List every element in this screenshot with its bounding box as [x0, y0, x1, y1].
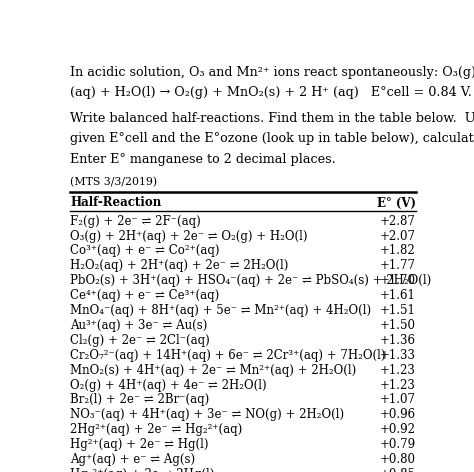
Text: (MTS 3/3/2019): (MTS 3/3/2019) [70, 177, 157, 187]
Text: +0.96: +0.96 [380, 408, 416, 421]
Text: MnO₂(s) + 4H⁺(aq) + 2e⁻ ⇌ Mn²⁺(aq) + 2H₂O(l): MnO₂(s) + 4H⁺(aq) + 2e⁻ ⇌ Mn²⁺(aq) + 2H₂… [70, 364, 356, 377]
Text: +2.07: +2.07 [380, 229, 416, 243]
Text: +0.85: +0.85 [380, 468, 416, 472]
Text: O₂(g) + 4H⁺(aq) + 4e⁻ ⇌ 2H₂O(l): O₂(g) + 4H⁺(aq) + 4e⁻ ⇌ 2H₂O(l) [70, 379, 267, 392]
Text: +1.33: +1.33 [380, 349, 416, 362]
Text: +1.51: +1.51 [380, 304, 416, 317]
Text: +1.50: +1.50 [380, 319, 416, 332]
Text: PbO₂(s) + 3H⁺(aq) + HSO₄⁻(aq) + 2e⁻ ⇌ PbSO₄(s) + 2H₂O(l): PbO₂(s) + 3H⁺(aq) + HSO₄⁻(aq) + 2e⁻ ⇌ Pb… [70, 274, 431, 287]
Text: Hg²⁺(aq) + 2e⁻ ⇌ Hg(l): Hg²⁺(aq) + 2e⁻ ⇌ Hg(l) [70, 438, 209, 451]
Text: In acidic solution, O₃ and Mn²⁺ ions react spontaneously: O₃(g) + Mn²⁺: In acidic solution, O₃ and Mn²⁺ ions rea… [70, 66, 474, 79]
Text: +1.82: +1.82 [380, 244, 416, 258]
Text: Co³⁺(aq) + e⁻ ⇌ Co²⁺(aq): Co³⁺(aq) + e⁻ ⇌ Co²⁺(aq) [70, 244, 220, 258]
Text: +1.07: +1.07 [380, 394, 416, 406]
Text: +1.77: +1.77 [380, 260, 416, 272]
Text: Hg₂²⁺(aq) + 2e ⇌ 2Hg(l): Hg₂²⁺(aq) + 2e ⇌ 2Hg(l) [70, 468, 215, 472]
Text: Enter E° manganese to 2 decimal places.: Enter E° manganese to 2 decimal places. [70, 153, 336, 166]
Text: Au³⁺(aq) + 3e⁻ ⇌ Au(s): Au³⁺(aq) + 3e⁻ ⇌ Au(s) [70, 319, 208, 332]
Text: +2.87: +2.87 [380, 215, 416, 228]
Text: Cr₂O₇²⁻(aq) + 14H⁺(aq) + 6e⁻ ⇌ 2Cr³⁺(aq) + 7H₂O(l): Cr₂O₇²⁻(aq) + 14H⁺(aq) + 6e⁻ ⇌ 2Cr³⁺(aq)… [70, 349, 386, 362]
Text: Ag⁺(aq) + e⁻ ⇌ Ag(s): Ag⁺(aq) + e⁻ ⇌ Ag(s) [70, 453, 195, 466]
Text: Write balanced half-reactions. Find them in the table below.  Using the: Write balanced half-reactions. Find them… [70, 111, 474, 125]
Text: Half-Reaction: Half-Reaction [70, 196, 162, 210]
Text: (aq) + H₂O(l) → O₂(g) + MnO₂(s) + 2 H⁺ (aq)   E°cell = 0.84 V.: (aq) + H₂O(l) → O₂(g) + MnO₂(s) + 2 H⁺ (… [70, 86, 472, 100]
Text: H₂O₂(aq) + 2H⁺(aq) + 2e⁻ ⇌ 2H₂O(l): H₂O₂(aq) + 2H⁺(aq) + 2e⁻ ⇌ 2H₂O(l) [70, 260, 289, 272]
Text: +1.23: +1.23 [380, 364, 416, 377]
Text: +1.61: +1.61 [380, 289, 416, 302]
Text: E° (V): E° (V) [376, 196, 416, 210]
Text: +1.70: +1.70 [380, 274, 416, 287]
Text: Ce⁴⁺(aq) + e⁻ ⇌ Ce³⁺(aq): Ce⁴⁺(aq) + e⁻ ⇌ Ce³⁺(aq) [70, 289, 219, 302]
Text: +0.80: +0.80 [380, 453, 416, 466]
Text: +1.36: +1.36 [380, 334, 416, 347]
Text: MnO₄⁻(aq) + 8H⁺(aq) + 5e⁻ ⇌ Mn²⁺(aq) + 4H₂O(l): MnO₄⁻(aq) + 8H⁺(aq) + 5e⁻ ⇌ Mn²⁺(aq) + 4… [70, 304, 372, 317]
Text: NO₃⁻(aq) + 4H⁺(aq) + 3e⁻ ⇌ NO(g) + 2H₂O(l): NO₃⁻(aq) + 4H⁺(aq) + 3e⁻ ⇌ NO(g) + 2H₂O(… [70, 408, 345, 421]
Text: given E°cell and the E°ozone (look up in table below), calculate E° manganese.: given E°cell and the E°ozone (look up in… [70, 132, 474, 145]
Text: Cl₂(g) + 2e⁻ ⇌ 2Cl⁻(aq): Cl₂(g) + 2e⁻ ⇌ 2Cl⁻(aq) [70, 334, 210, 347]
Text: +0.79: +0.79 [380, 438, 416, 451]
Text: 2Hg²⁺(aq) + 2e⁻ ⇌ Hg₂²⁺(aq): 2Hg²⁺(aq) + 2e⁻ ⇌ Hg₂²⁺(aq) [70, 423, 243, 436]
Text: O₃(g) + 2H⁺(aq) + 2e⁻ ⇌ O₂(g) + H₂O(l): O₃(g) + 2H⁺(aq) + 2e⁻ ⇌ O₂(g) + H₂O(l) [70, 229, 308, 243]
Text: +0.92: +0.92 [380, 423, 416, 436]
Text: F₂(g) + 2e⁻ ⇌ 2F⁻(aq): F₂(g) + 2e⁻ ⇌ 2F⁻(aq) [70, 215, 201, 228]
Text: Br₂(l) + 2e⁻ ⇌ 2Br⁻(aq): Br₂(l) + 2e⁻ ⇌ 2Br⁻(aq) [70, 394, 210, 406]
Text: +1.23: +1.23 [380, 379, 416, 392]
